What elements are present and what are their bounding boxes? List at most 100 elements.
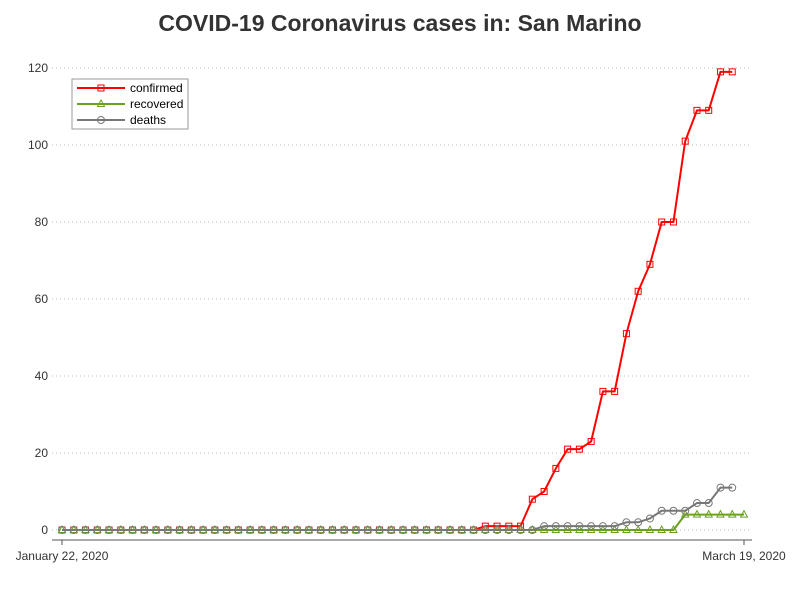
point-deaths-35 [469, 526, 478, 534]
point-confirmed-40 [528, 495, 536, 503]
point-deaths-25 [351, 526, 360, 534]
point-recovered-52 [669, 524, 678, 533]
point-deaths-30 [410, 526, 419, 534]
point-confirmed-49 [634, 287, 642, 295]
point-confirmed-57 [728, 68, 736, 76]
point-recovered-58 [739, 509, 749, 518]
series-layer [57, 68, 749, 534]
point-deaths-7 [140, 526, 149, 534]
point-deaths-57 [728, 483, 737, 492]
point-confirmed-51 [658, 218, 666, 226]
point-deaths-12 [199, 526, 208, 534]
point-deaths-38 [504, 526, 513, 534]
x-tick-label-end: March 19, 2020 [702, 549, 786, 563]
y-tick-label-60: 60 [35, 292, 49, 306]
point-deaths-44 [575, 522, 584, 531]
point-deaths-5 [116, 526, 125, 534]
point-deaths-2 [81, 526, 90, 534]
point-deaths-48 [622, 518, 631, 527]
point-recovered-57 [727, 509, 737, 518]
point-confirmed-53 [681, 137, 689, 145]
point-deaths-10 [175, 526, 184, 534]
point-deaths-42 [551, 522, 560, 531]
point-recovered-56 [716, 509, 725, 518]
series-deaths [58, 483, 737, 534]
point-deaths-0 [58, 526, 66, 534]
y-tick-label-120: 120 [28, 61, 48, 75]
point-deaths-51 [657, 506, 666, 515]
point-deaths-16 [246, 526, 255, 534]
point-deaths-4 [105, 526, 114, 534]
point-confirmed-45 [587, 437, 595, 445]
legend-marker-deaths [97, 116, 105, 124]
point-deaths-3 [93, 526, 102, 534]
point-deaths-47 [610, 522, 619, 531]
point-confirmed-43 [564, 445, 572, 453]
y-tick-label-80: 80 [35, 215, 49, 229]
point-confirmed-42 [552, 464, 560, 472]
point-deaths-41 [540, 522, 549, 531]
x-axis: January 22, 2020 March 19, 2020 [16, 540, 786, 563]
point-deaths-39 [516, 526, 525, 534]
point-recovered-55 [704, 509, 714, 518]
point-deaths-1 [69, 526, 78, 534]
point-confirmed-44 [575, 445, 583, 453]
point-deaths-29 [399, 526, 407, 534]
point-deaths-32 [434, 526, 443, 534]
point-deaths-49 [634, 518, 643, 527]
legend-label-deaths: deaths [130, 113, 166, 127]
legend-label-confirmed: confirmed [130, 81, 183, 95]
y-tick-label-40: 40 [35, 369, 49, 383]
point-deaths-27 [375, 526, 384, 534]
point-confirmed-56 [716, 68, 724, 76]
point-deaths-21 [304, 526, 313, 534]
point-deaths-6 [128, 526, 137, 534]
point-deaths-43 [563, 522, 572, 531]
point-deaths-28 [387, 526, 396, 534]
point-confirmed-47 [611, 387, 619, 395]
point-deaths-56 [716, 483, 725, 492]
point-confirmed-41 [540, 488, 548, 495]
point-deaths-14 [222, 526, 231, 534]
point-deaths-18 [269, 526, 278, 534]
x-tick-label-start: January 22, 2020 [16, 549, 109, 563]
point-deaths-33 [446, 526, 455, 534]
legend-item-recovered: recovered [77, 97, 183, 111]
point-deaths-19 [281, 526, 290, 534]
point-deaths-45 [587, 522, 596, 531]
point-deaths-26 [363, 526, 372, 534]
point-recovered-51 [657, 524, 667, 533]
series-confirmed [58, 68, 736, 534]
point-deaths-24 [340, 526, 349, 534]
point-deaths-50 [645, 514, 654, 523]
legend-marker-recovered [96, 98, 106, 107]
series-line-confirmed [62, 70, 733, 531]
y-tick-label-20: 20 [35, 446, 49, 460]
point-deaths-22 [316, 526, 325, 534]
y-tick-label-0: 0 [41, 523, 48, 537]
point-deaths-46 [598, 522, 607, 531]
point-deaths-15 [234, 526, 243, 534]
gridlines [52, 67, 752, 531]
legend-label-recovered: recovered [130, 97, 183, 111]
point-deaths-13 [210, 526, 219, 534]
point-confirmed-50 [646, 260, 654, 268]
point-deaths-9 [163, 526, 172, 534]
point-confirmed-52 [669, 218, 677, 226]
point-deaths-55 [704, 499, 713, 508]
point-deaths-17 [257, 526, 266, 534]
chart-title: COVID-19 Coronavirus cases in: San Marin… [158, 10, 642, 36]
point-confirmed-46 [599, 387, 607, 395]
point-deaths-8 [152, 526, 161, 534]
point-confirmed-55 [705, 106, 713, 114]
point-deaths-36 [481, 526, 490, 534]
point-deaths-53 [681, 506, 690, 515]
point-deaths-11 [187, 526, 196, 534]
point-confirmed-48 [622, 330, 630, 338]
y-axis: 0 20 40 60 80 100 120 [28, 61, 48, 537]
legend-marker-confirmed [97, 84, 105, 92]
legend: confirmed recovered deaths [71, 78, 189, 130]
point-deaths-20 [293, 526, 302, 534]
point-recovered-48 [622, 524, 631, 533]
